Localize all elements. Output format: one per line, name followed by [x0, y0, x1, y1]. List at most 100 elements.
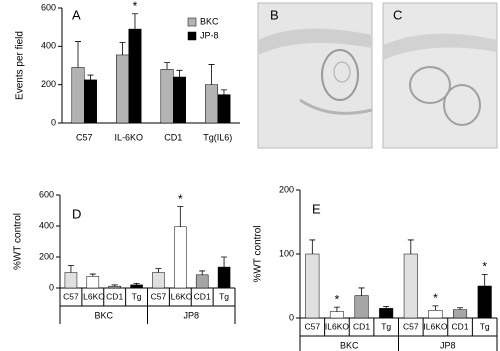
y-axis-label: Events per field — [15, 31, 26, 100]
bar — [354, 295, 369, 319]
bar — [428, 310, 443, 319]
bar — [477, 285, 492, 319]
x-tick-label: IL6KO — [423, 321, 447, 331]
x-tick-label: IL-6KO — [114, 132, 143, 142]
error-bar — [199, 270, 206, 275]
legend-label: BKC — [200, 16, 219, 26]
significance-mark: * — [433, 291, 438, 305]
bar — [152, 272, 165, 289]
x-tick-label: CD1 — [452, 321, 469, 331]
legend-label: JP-8 — [200, 30, 219, 40]
error-bar — [164, 62, 171, 70]
bar — [217, 94, 231, 124]
x-tick-label: Tg — [480, 321, 490, 331]
y-tick-label: 600 — [39, 189, 54, 199]
y-tick-label: 400 — [39, 220, 54, 230]
error-bar — [220, 89, 227, 95]
bar — [329, 311, 344, 319]
error-bar — [333, 306, 340, 312]
error-bar — [432, 305, 439, 311]
bar — [108, 285, 121, 289]
x-tick-label: Tg(IL6) — [203, 132, 232, 142]
y-tick-label: 0 — [49, 282, 54, 292]
x-tick-label: C57 — [76, 132, 93, 142]
bar — [86, 276, 100, 289]
y-tick-label: 200 — [39, 251, 54, 261]
error-bar — [131, 13, 138, 30]
panel-label: D — [72, 206, 81, 221]
error-bar — [155, 268, 162, 273]
significance-mark: * — [133, 0, 138, 13]
bar — [305, 253, 320, 319]
significance-mark: * — [482, 260, 487, 274]
group-label: JP8 — [183, 310, 199, 320]
error-bar — [119, 42, 126, 55]
bar — [128, 28, 142, 124]
group-label: BKC — [340, 340, 359, 350]
bar — [64, 272, 78, 289]
bar — [116, 54, 130, 124]
bar — [195, 274, 209, 289]
panel-label: B — [270, 7, 279, 22]
bar — [403, 253, 418, 319]
error-bar — [383, 306, 390, 309]
legend-swatch — [187, 31, 197, 41]
x-tick-label: Tg — [219, 291, 229, 301]
x-tick-label: Tg — [132, 291, 142, 301]
error-bar — [87, 74, 94, 80]
error-bar — [89, 273, 96, 277]
error-bar — [67, 265, 74, 273]
micrograph-b: B — [257, 2, 373, 149]
error-bar — [177, 206, 184, 227]
group-label: BKC — [94, 310, 113, 320]
error-bar — [481, 274, 488, 286]
y-tick-label: 100 — [279, 248, 294, 258]
bar — [453, 309, 468, 319]
bar — [160, 69, 174, 124]
bar — [84, 79, 97, 124]
significance-mark: * — [178, 192, 183, 206]
x-tick-label: C57 — [305, 321, 321, 331]
bar — [174, 226, 187, 289]
y-tick-label: 200 — [279, 184, 294, 194]
x-tick-label: IL6KO — [81, 291, 105, 301]
y-axis-label: %WT control — [13, 213, 24, 270]
x-tick-label: C57 — [63, 291, 79, 301]
x-tick-label: IL6KO — [325, 321, 349, 331]
y-tick-label: 600 — [41, 2, 56, 12]
error-bar — [176, 69, 183, 77]
x-tick-label: C57 — [403, 321, 419, 331]
y-tick-label: 0 — [289, 312, 294, 322]
significance-mark: * — [335, 292, 340, 306]
y-tick-label: 0 — [51, 117, 56, 127]
error-bar — [407, 239, 414, 254]
x-tick-label: CD1 — [106, 291, 123, 301]
error-bar — [133, 282, 140, 285]
panel-label: A — [72, 7, 81, 22]
x-tick-label: CD1 — [353, 321, 370, 331]
micrograph-c: C — [382, 2, 498, 149]
x-tick-label: CD1 — [164, 132, 182, 142]
y-tick-label: 400 — [41, 41, 56, 51]
error-bar — [309, 239, 316, 254]
x-tick-label: Tg — [381, 321, 391, 331]
error-bar — [75, 41, 82, 68]
error-bar — [221, 256, 228, 268]
bar — [379, 308, 394, 319]
x-tick-label: C57 — [151, 291, 167, 301]
legend-swatch — [187, 17, 197, 27]
panel-label: E — [312, 201, 321, 216]
x-tick-label: CD1 — [194, 291, 211, 301]
x-tick-label: IL6KO — [168, 291, 192, 301]
bar — [173, 76, 186, 124]
group-label: JP8 — [440, 340, 456, 350]
bar — [71, 67, 85, 124]
error-bar — [457, 307, 464, 310]
y-tick-label: 200 — [41, 79, 56, 89]
panel-label: C — [393, 7, 402, 22]
error-bar — [111, 284, 118, 287]
bar — [205, 84, 218, 124]
y-axis-label: %WT control — [253, 225, 264, 282]
error-bar — [358, 287, 365, 296]
